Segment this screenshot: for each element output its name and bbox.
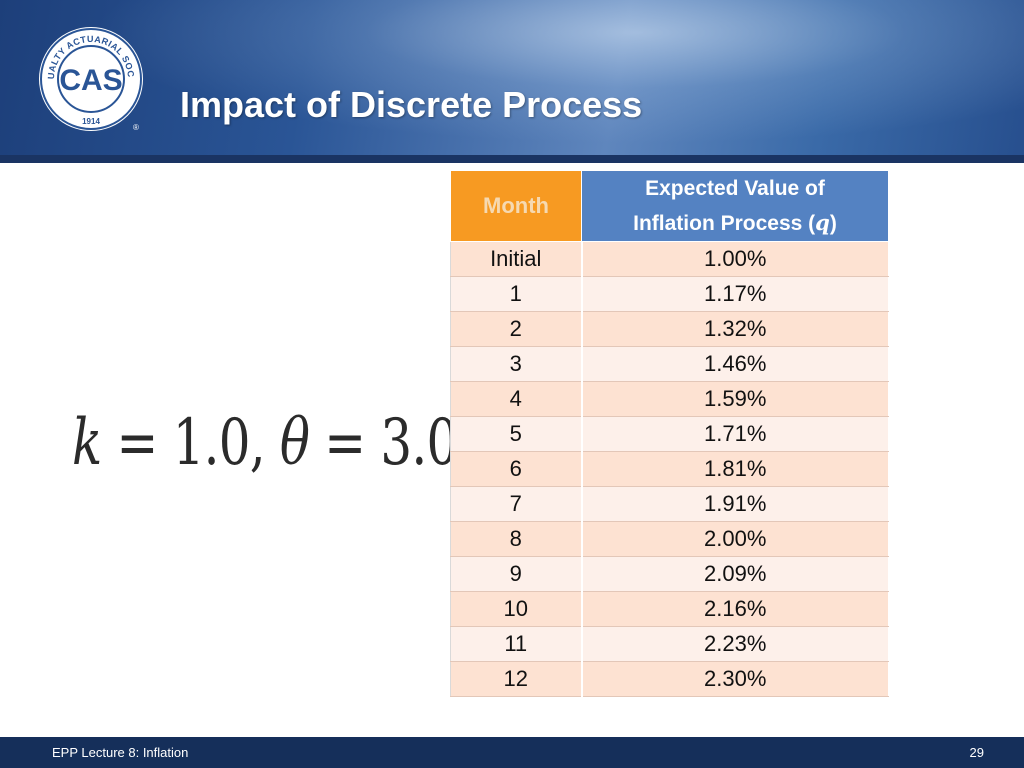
page-number: 29 <box>969 745 984 760</box>
month-cell: 1 <box>450 276 583 312</box>
cas-logo-icon: CASUALTY ACTUARIAL SOCIETY CAS 1914 ® <box>36 24 143 132</box>
value-cell: 1.32% <box>581 311 889 347</box>
table-row: 1 1.17% <box>450 276 889 312</box>
inflation-table: Month Expected Value of Inflation Proces… <box>450 170 889 697</box>
parameter-formula: k = 1.0, θ = 3.0% <box>72 406 505 480</box>
value-cell: 1.91% <box>581 486 889 522</box>
header-bottom-stripe <box>0 155 1024 163</box>
value-cell: 1.71% <box>581 416 889 452</box>
table-row: 12 2.30% <box>450 661 889 697</box>
month-cell: 12 <box>450 661 583 697</box>
month-cell: 9 <box>450 556 583 592</box>
table-row: 4 1.59% <box>450 381 889 417</box>
month-cell: 11 <box>450 626 583 662</box>
table-header-row: Month Expected Value of Inflation Proces… <box>450 170 889 242</box>
table-row: Initial 1.00% <box>450 241 889 277</box>
ev-header-line2: Inflation Process (q) <box>582 206 888 241</box>
month-column-header: Month <box>450 170 582 242</box>
logo-year: 1914 <box>82 117 100 126</box>
header-banner: CASUALTY ACTUARIAL SOCIETY CAS 1914 ® Im… <box>0 0 1024 163</box>
table-row: 6 1.81% <box>450 451 889 487</box>
table-row: 7 1.91% <box>450 486 889 522</box>
footer-lecture-title: EPP Lecture 8: Inflation <box>52 745 189 760</box>
value-cell: 2.30% <box>581 661 889 697</box>
value-cell: 1.59% <box>581 381 889 417</box>
table-row: 3 1.46% <box>450 346 889 382</box>
slide-title: Impact of Discrete Process <box>180 84 643 125</box>
ev-header-close-paren: ) <box>829 211 837 235</box>
table-row: 5 1.71% <box>450 416 889 452</box>
month-cell: 7 <box>450 486 583 522</box>
ev-header-line1: Expected Value of <box>645 176 825 200</box>
value-cell: 1.00% <box>581 241 889 277</box>
footer-bar: EPP Lecture 8: Inflation 29 <box>0 737 1024 768</box>
value-cell: 1.81% <box>581 451 889 487</box>
month-cell: 4 <box>450 381 583 417</box>
formula-theta-variable: θ <box>279 406 310 480</box>
table-row: 11 2.23% <box>450 626 889 662</box>
month-cell: Initial <box>450 241 583 277</box>
header-sky-background <box>0 0 1024 163</box>
table-row: 9 2.09% <box>450 556 889 592</box>
logo-letters: CAS <box>59 64 122 97</box>
ev-header-line2-text: Inflation Process ( <box>633 211 816 235</box>
value-cell: 1.17% <box>581 276 889 312</box>
value-cell: 2.00% <box>581 521 889 557</box>
value-cell: 2.09% <box>581 556 889 592</box>
formula-k-variable: k <box>72 406 102 480</box>
ev-header-q-variable: q <box>815 209 830 235</box>
month-cell: 2 <box>450 311 583 347</box>
month-cell: 10 <box>450 591 583 627</box>
month-cell: 6 <box>450 451 583 487</box>
value-cell: 1.46% <box>581 346 889 382</box>
month-cell: 3 <box>450 346 583 382</box>
table-row: 10 2.16% <box>450 591 889 627</box>
month-cell: 5 <box>450 416 583 452</box>
table-row: 8 2.00% <box>450 521 889 557</box>
value-cell: 2.16% <box>581 591 889 627</box>
expected-value-column-header: Expected Value of Inflation Process (q) <box>581 170 889 242</box>
formula-k-value: = 1.0, <box>101 406 280 480</box>
month-cell: 8 <box>450 521 583 557</box>
table-row: 2 1.32% <box>450 311 889 347</box>
value-cell: 2.23% <box>581 626 889 662</box>
logo-registered-mark: ® <box>133 123 139 132</box>
